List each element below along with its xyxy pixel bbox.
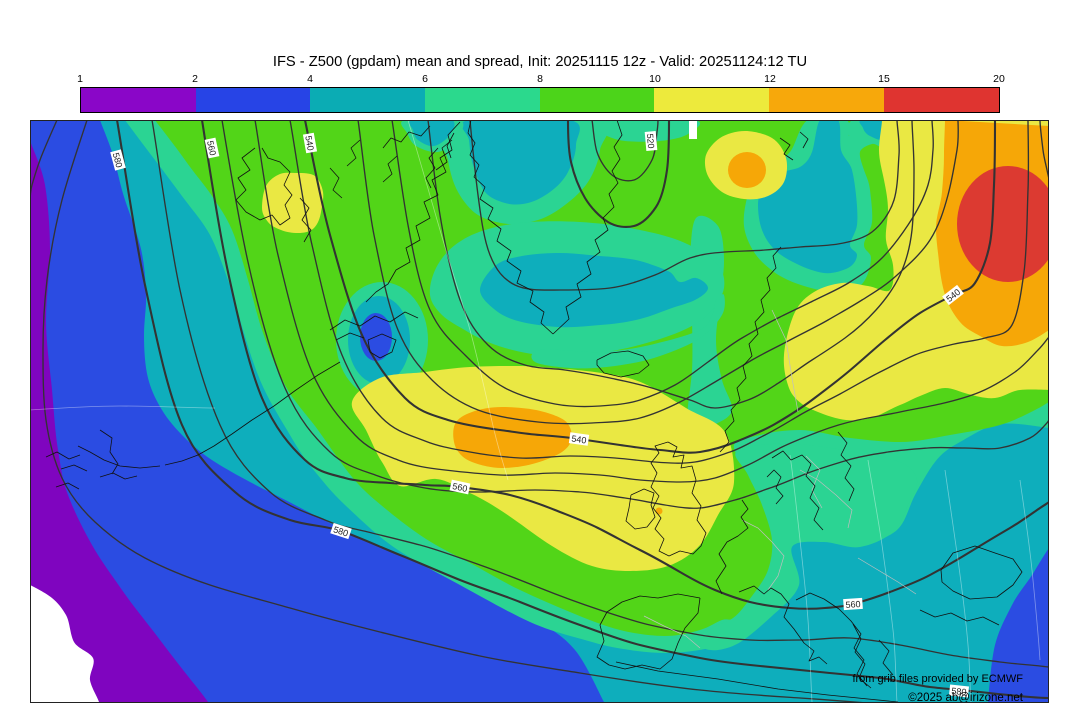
svg-text:540: 540 [571, 433, 587, 445]
svg-text:580: 580 [951, 686, 967, 698]
svg-text:520: 520 [645, 133, 656, 149]
svg-text:580: 580 [332, 524, 349, 538]
svg-text:©2025 ab@irizone.net: ©2025 ab@irizone.net [908, 692, 1024, 703]
svg-text:560: 560 [452, 481, 469, 494]
svg-text:from grib files provided by EC: from grib files provided by ECMWF [852, 673, 1023, 685]
svg-text:560: 560 [845, 599, 861, 610]
svg-text:580: 580 [111, 152, 125, 169]
svg-text:540: 540 [303, 135, 315, 152]
svg-text:560: 560 [205, 140, 218, 157]
